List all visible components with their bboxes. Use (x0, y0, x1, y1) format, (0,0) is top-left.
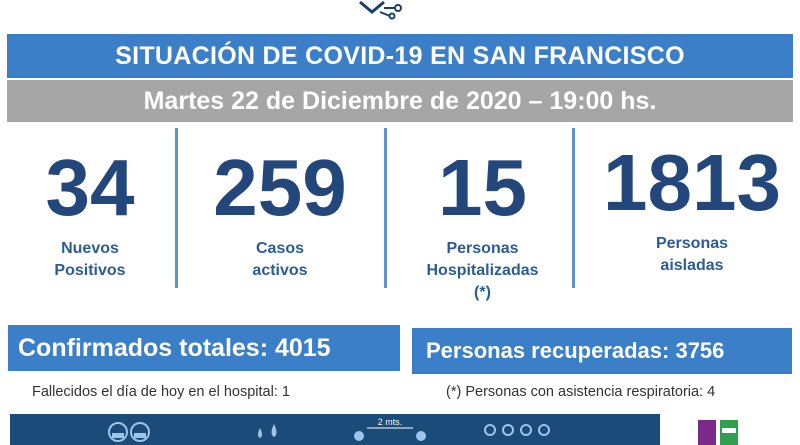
stat-hospitalized: 15 Personas Hospitalizadas (*) (400, 140, 565, 304)
water-drops-icon (258, 424, 277, 438)
stat-value: 15 (438, 143, 527, 232)
masked-people-icon (108, 422, 150, 442)
report-date: Martes 22 de Diciembre de 2020 – 19:00 h… (7, 80, 793, 122)
people-group-icon (484, 424, 550, 436)
top-banner (0, 0, 800, 33)
distance-label: 2 mts. (378, 417, 403, 427)
divider (175, 128, 178, 288)
social-distance-icon: 2 mts. (354, 417, 426, 441)
stat-value: 1813 (603, 138, 781, 227)
respiratory-note: (*) Personas con asistencia respiratoria… (446, 384, 716, 400)
stat-new-positives: 34 Nuevos Positivos (10, 140, 170, 282)
government-logo (672, 414, 800, 445)
page-title: SITUACIÓN DE COVID-19 EN SAN FRANCISCO (7, 34, 793, 78)
recovered-total-badge: Personas recuperadas: 3756 (412, 328, 792, 374)
stat-active-cases: 259 Casos activos (195, 140, 365, 282)
stat-label: Casos activos (252, 240, 308, 279)
stat-value: 34 (45, 143, 135, 232)
confirmed-total-badge: Confirmados totales: 4015 (8, 325, 400, 371)
stat-value: 259 (213, 143, 347, 232)
virus-network-icon (359, 0, 402, 20)
divider (572, 128, 575, 288)
stat-label: Personas aisladas (655, 235, 729, 274)
prevention-banner: 2 mts. (10, 414, 660, 445)
stat-label: Nuevos Positivos (54, 240, 126, 279)
deaths-note: Fallecidos el día de hoy en el hospital:… (32, 384, 290, 400)
stat-isolated: 1813 Personas aisladas (592, 135, 792, 277)
stat-label: Personas Hospitalizadas (*) (426, 240, 539, 301)
logo-mark-icon (698, 420, 738, 445)
divider (384, 128, 387, 288)
